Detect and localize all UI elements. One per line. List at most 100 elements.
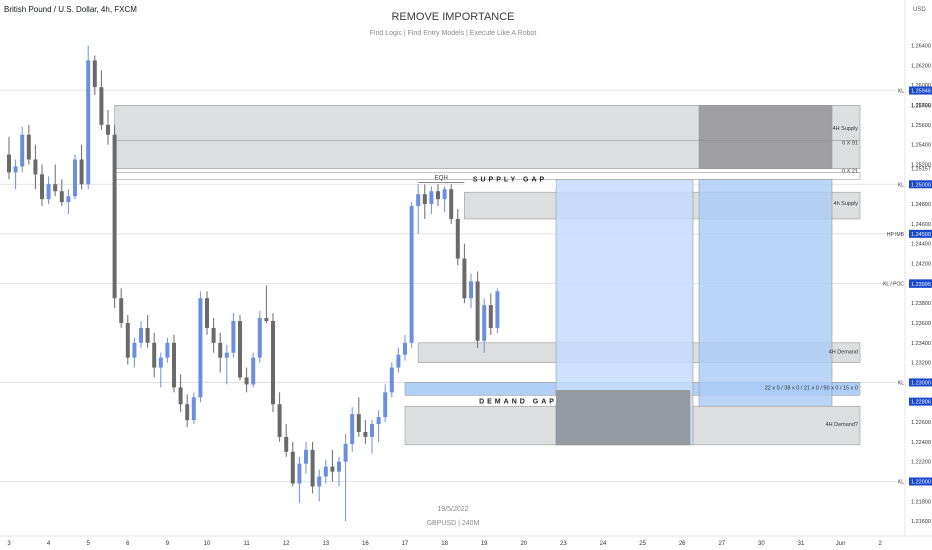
time-tick-label: 2 bbox=[879, 541, 883, 547]
time-tick-label: 23 bbox=[560, 541, 567, 547]
time-tick-label: 3 bbox=[7, 541, 11, 547]
price-tick-label: 1.22400 bbox=[911, 440, 931, 446]
time-tick-label: 11 bbox=[243, 541, 250, 547]
price-tick-label: 1.22200 bbox=[911, 460, 931, 466]
price-tick-label: 1.26200 bbox=[911, 63, 931, 69]
candle-body bbox=[178, 387, 183, 405]
candle-body bbox=[26, 134, 31, 160]
candle-body bbox=[475, 281, 480, 341]
zone-label-thin-band: 0 X 21 bbox=[842, 168, 858, 174]
price-badge-text: 1.23995 bbox=[911, 282, 931, 288]
candle-body bbox=[172, 342, 176, 388]
key-level-name: KL bbox=[898, 380, 904, 386]
price-marker-text: 1.25796 bbox=[911, 103, 931, 109]
key-level-name: KL bbox=[898, 480, 904, 486]
candle-body bbox=[284, 436, 289, 452]
candle-body bbox=[429, 191, 434, 205]
price-badge-text: 1.23000 bbox=[911, 380, 931, 386]
price-badge bbox=[909, 378, 932, 387]
time-tick-label: 13 bbox=[322, 541, 329, 547]
candle-body bbox=[231, 321, 236, 353]
candle-body bbox=[99, 87, 104, 125]
time-tick-label: 26 bbox=[679, 541, 686, 547]
candle-body bbox=[389, 367, 394, 393]
candle-body bbox=[165, 342, 170, 358]
time-tick-label: 5 bbox=[87, 541, 91, 547]
candle-body bbox=[436, 191, 440, 200]
candle-body bbox=[139, 327, 143, 343]
candle-body bbox=[317, 476, 322, 487]
footer-symbol: GBPUSD | 240M bbox=[427, 520, 480, 527]
supply-gap-band bbox=[464, 181, 556, 188]
price-badge-text: 1.22000 bbox=[911, 480, 931, 486]
candle-body bbox=[86, 60, 91, 185]
price-tick-label: 1.24800 bbox=[911, 202, 931, 208]
candle-body bbox=[224, 352, 229, 358]
time-axis[interactable]: 3 4 5 6 9 10 11 12 13 16 17 18 19 20 23 24 25 26 27 30 31 Jun… bbox=[0, 535, 932, 547]
candle-body bbox=[271, 321, 275, 405]
candle-body bbox=[198, 298, 203, 398]
candle-body bbox=[205, 298, 209, 328]
chart-title: REMOVE IMPORTANCE bbox=[391, 11, 514, 23]
candle-body bbox=[119, 298, 124, 323]
candle-body bbox=[125, 322, 130, 358]
candle-body bbox=[185, 404, 190, 421]
price-badge bbox=[909, 229, 932, 238]
candle-body bbox=[462, 258, 467, 299]
blue-projection-box-right bbox=[698, 179, 833, 407]
demand-gap-label: DEMAND GAP bbox=[479, 399, 557, 406]
candle-body bbox=[158, 357, 163, 368]
candle-body bbox=[7, 154, 11, 173]
candle-body bbox=[132, 342, 137, 358]
price-badge bbox=[909, 477, 932, 486]
price-badge bbox=[909, 279, 932, 288]
candle-body bbox=[356, 414, 361, 432]
candle-body bbox=[73, 159, 77, 197]
price-tick-label: 1.24200 bbox=[911, 262, 931, 268]
candle-body bbox=[337, 461, 341, 472]
candle-body bbox=[264, 318, 269, 322]
time-tick-label: 27 bbox=[718, 541, 725, 547]
price-tick-label: 1.23800 bbox=[911, 301, 931, 307]
candle-body bbox=[409, 206, 414, 343]
key-level-name: KL bbox=[898, 182, 904, 188]
annotations-layer: 4H Supply 0 X 91 0 X 21 4h Supply 4H Demand 2… bbox=[405, 126, 858, 428]
candle-body bbox=[277, 404, 282, 437]
candle-body bbox=[152, 342, 157, 368]
time-tick-label: 12 bbox=[283, 541, 290, 547]
time-tick-label: 30 bbox=[758, 541, 765, 547]
zones-layer bbox=[114, 105, 861, 446]
candle-body bbox=[46, 184, 51, 200]
candle-body bbox=[495, 291, 500, 328]
candle-body bbox=[238, 321, 242, 378]
time-tick-label: 25 bbox=[639, 541, 646, 547]
candle-body bbox=[376, 417, 381, 425]
price-tick-label: 1.26000 bbox=[911, 83, 931, 89]
time-tick-label: 31 bbox=[798, 541, 805, 547]
zone-label-fvg-stats: 22 x 0 / 38 x 0 / 21 x 0 / 90 x 0 / 15 x… bbox=[765, 385, 858, 391]
time-tick-label: 16 bbox=[362, 541, 369, 547]
candle-body bbox=[290, 451, 295, 484]
currency-label: USD bbox=[913, 7, 926, 13]
price-tick-label: 1.22600 bbox=[911, 420, 931, 426]
candle-body bbox=[40, 174, 44, 200]
candle-body bbox=[416, 194, 421, 207]
price-badge-text: 1.24500 bbox=[911, 232, 931, 238]
candle-body bbox=[13, 166, 18, 173]
price-tick-label: 1.26400 bbox=[911, 44, 931, 50]
candle-body bbox=[396, 354, 401, 368]
zone-label-4h-demand-lower: 4H Demand? bbox=[826, 422, 858, 428]
time-tick-label: 4 bbox=[47, 541, 51, 547]
candle-body bbox=[145, 327, 150, 343]
candle-body bbox=[350, 414, 355, 444]
time-tick-label: 18 bbox=[441, 541, 448, 547]
time-tick-label: 10 bbox=[204, 541, 211, 547]
key-level-name: HP IMB bbox=[887, 232, 905, 238]
price-axis[interactable]: 1.26400 1.26200 1.26000 1.25800 1.25600 1.254… bbox=[883, 0, 932, 536]
candle-body bbox=[403, 342, 407, 355]
candle-body bbox=[442, 189, 447, 200]
candle-body bbox=[449, 189, 454, 219]
price-badge-text: 1.25946 bbox=[911, 89, 931, 95]
time-tick-label: 20 bbox=[520, 541, 527, 547]
